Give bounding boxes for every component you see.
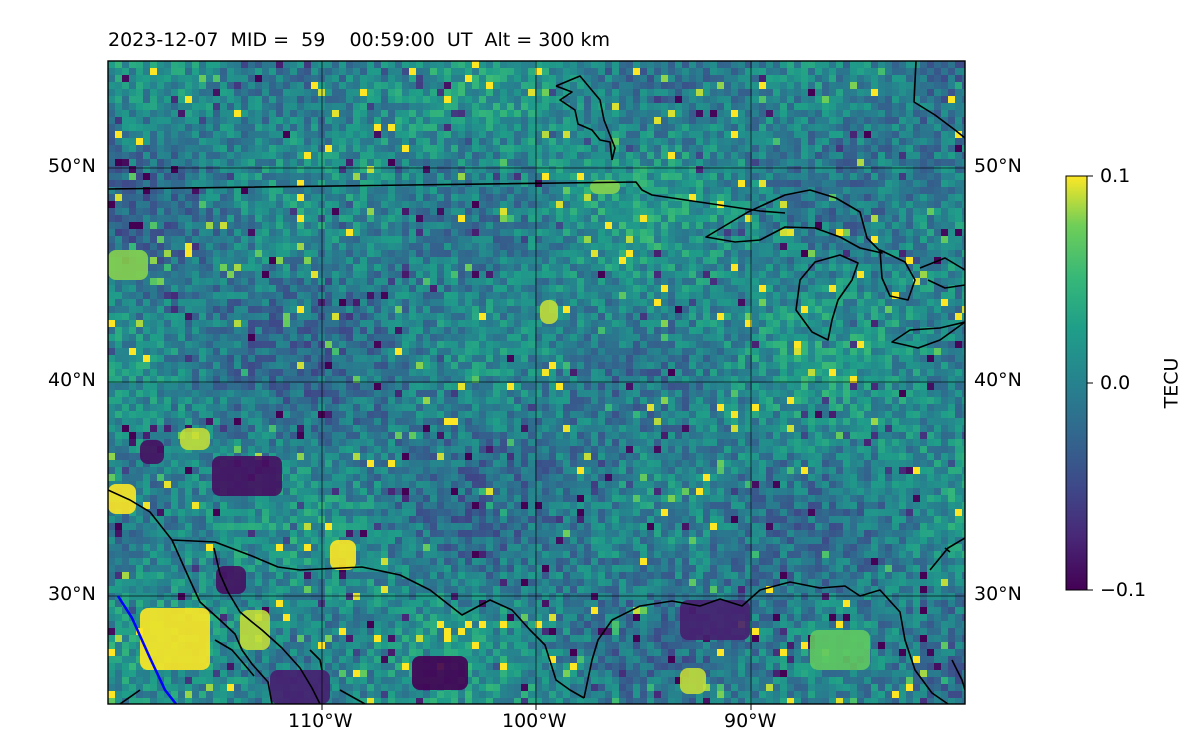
tec-heatmap xyxy=(108,61,965,704)
lat-tick-label-left: 50°N xyxy=(48,155,96,177)
colorbar-tick-label: 0.1 xyxy=(1100,165,1131,187)
colorbar-tick-label: −0.1 xyxy=(1100,579,1147,601)
lon-tick-label: 90°W xyxy=(724,710,777,732)
colorbar-tick-label: 0.0 xyxy=(1100,372,1131,394)
lon-tick-label: 110°W xyxy=(288,710,353,732)
lat-tick-label-left: 40°N xyxy=(48,369,96,391)
colorbar xyxy=(1065,175,1093,591)
satellite-track-line xyxy=(116,595,177,704)
lat-tick-label-right: 40°N xyxy=(974,369,1022,391)
coastlines-borders xyxy=(108,61,965,704)
colorbar-title: TECU xyxy=(1160,357,1183,409)
map-title: 2023-12-07 MID = 59 00:59:00 UT Alt = 30… xyxy=(108,29,611,51)
lat-tick-label-right: 50°N xyxy=(974,155,1022,177)
lat-tick-label-left: 30°N xyxy=(48,583,96,605)
lat-tick-label-right: 30°N xyxy=(974,583,1022,605)
lon-tick-label: 100°W xyxy=(502,710,567,732)
map-gridlines xyxy=(108,61,965,704)
colorbar-gradient xyxy=(1065,175,1088,591)
